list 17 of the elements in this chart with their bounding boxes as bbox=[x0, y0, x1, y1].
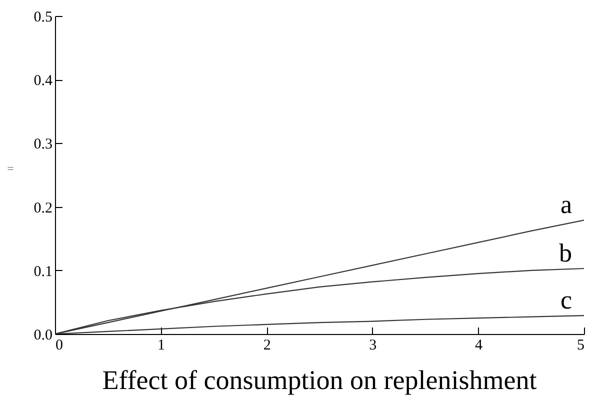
x-tick-label: 2 bbox=[263, 338, 271, 354]
x-tick-label: 3 bbox=[369, 338, 377, 354]
y-tick-label: 0.2 bbox=[34, 200, 52, 216]
x-axis-title: Effect of consumption on replenishment bbox=[102, 365, 538, 395]
y-tick-label: 0.0 bbox=[34, 328, 52, 344]
series-label: b bbox=[559, 238, 572, 268]
x-tick-label: 4 bbox=[474, 338, 483, 354]
y-tick-label: 0.5 bbox=[34, 10, 52, 26]
x-tick-label: 5 bbox=[577, 338, 584, 354]
y-tick-label: 0.1 bbox=[34, 264, 52, 280]
series-label: a bbox=[560, 190, 572, 220]
x-tick-label: 0 bbox=[56, 338, 63, 354]
y-tick-label: 0.3 bbox=[34, 136, 52, 153]
x-tick-label: 1 bbox=[158, 338, 166, 354]
series-label: c bbox=[560, 286, 572, 315]
y-axis-title: = bbox=[7, 162, 14, 176]
y-tick-label: 0.4 bbox=[34, 73, 53, 90]
